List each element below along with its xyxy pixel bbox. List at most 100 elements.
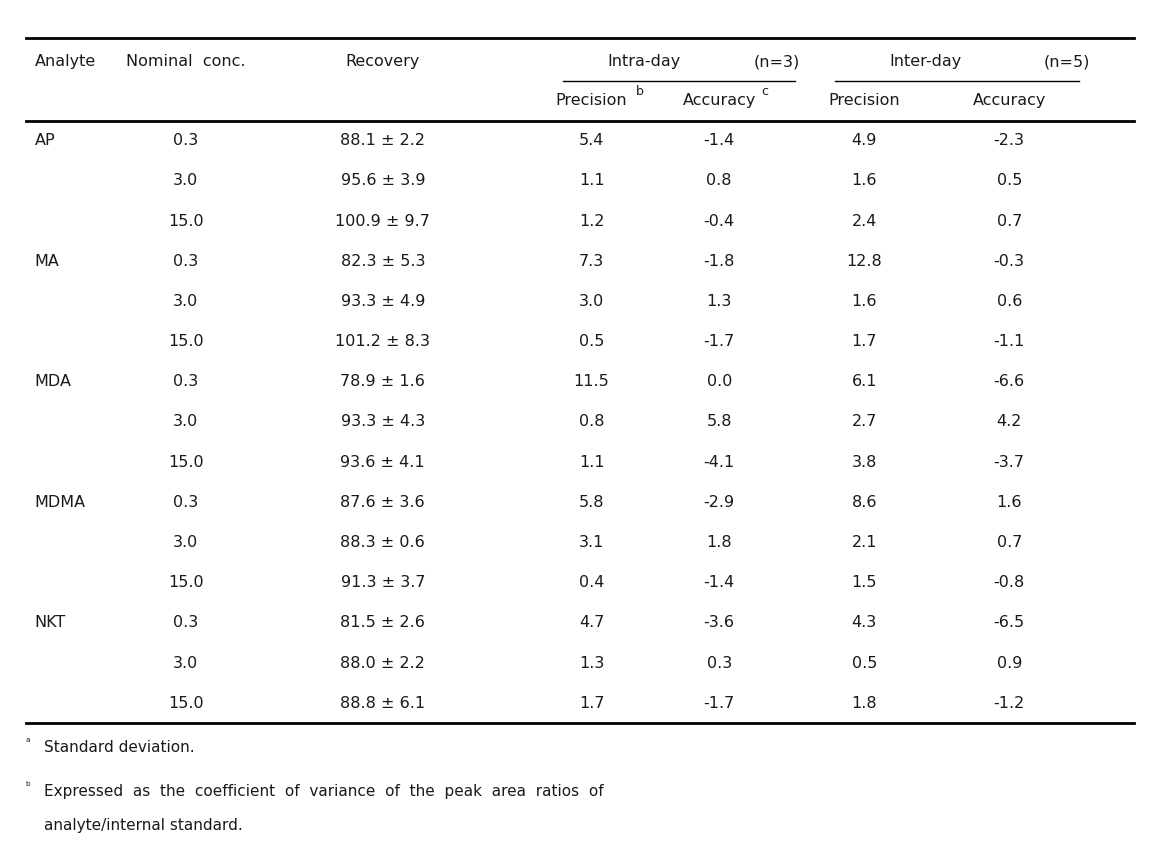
Text: -4.1: -4.1 xyxy=(704,454,734,469)
Text: 3.8: 3.8 xyxy=(851,454,877,469)
Text: -1.7: -1.7 xyxy=(704,695,734,711)
Text: 11.5: 11.5 xyxy=(574,374,609,390)
Text: -6.6: -6.6 xyxy=(994,374,1024,390)
Text: 1.6: 1.6 xyxy=(851,173,877,188)
Text: NKT: NKT xyxy=(35,616,66,631)
Text: 3.0: 3.0 xyxy=(173,655,198,671)
Text: 1.6: 1.6 xyxy=(996,495,1022,510)
Text: 15.0: 15.0 xyxy=(168,213,203,228)
Text: 87.6 ± 3.6: 87.6 ± 3.6 xyxy=(341,495,425,510)
Text: 0.5: 0.5 xyxy=(579,334,604,349)
Text: -1.1: -1.1 xyxy=(993,334,1025,349)
Text: b: b xyxy=(636,85,644,98)
Text: -0.8: -0.8 xyxy=(994,575,1024,590)
Text: 0.3: 0.3 xyxy=(173,254,198,269)
Text: 0.3: 0.3 xyxy=(706,655,732,671)
Text: 1.2: 1.2 xyxy=(579,213,604,228)
Text: 100.9 ± 9.7: 100.9 ± 9.7 xyxy=(335,213,430,228)
Text: 15.0: 15.0 xyxy=(168,454,203,469)
Text: 8.6: 8.6 xyxy=(851,495,877,510)
Text: 93.6 ± 4.1: 93.6 ± 4.1 xyxy=(341,454,425,469)
Text: 1.8: 1.8 xyxy=(706,535,732,550)
Text: 15.0: 15.0 xyxy=(168,334,203,349)
Text: 15.0: 15.0 xyxy=(168,695,203,711)
Text: c: c xyxy=(761,85,768,98)
Text: 91.3 ± 3.7: 91.3 ± 3.7 xyxy=(341,575,425,590)
Text: 0.8: 0.8 xyxy=(579,414,604,430)
Text: AP: AP xyxy=(35,133,56,149)
Text: 12.8: 12.8 xyxy=(847,254,882,269)
Text: 4.2: 4.2 xyxy=(996,414,1022,430)
Text: 1.3: 1.3 xyxy=(579,655,604,671)
Text: 93.3 ± 4.9: 93.3 ± 4.9 xyxy=(341,294,425,309)
Text: ᵃ: ᵃ xyxy=(26,735,30,749)
Text: 0.4: 0.4 xyxy=(579,575,604,590)
Text: MDMA: MDMA xyxy=(35,495,86,510)
Text: analyte/internal standard.: analyte/internal standard. xyxy=(44,818,242,833)
Text: Nominal  conc.: Nominal conc. xyxy=(125,54,246,70)
Text: 5.4: 5.4 xyxy=(579,133,604,149)
Text: -2.3: -2.3 xyxy=(994,133,1024,149)
Text: MA: MA xyxy=(35,254,59,269)
Text: -6.5: -6.5 xyxy=(994,616,1024,631)
Text: 2.4: 2.4 xyxy=(851,213,877,228)
Text: 2.7: 2.7 xyxy=(851,414,877,430)
Text: 1.1: 1.1 xyxy=(579,454,604,469)
Text: Inter-day: Inter-day xyxy=(889,54,962,70)
Text: -2.9: -2.9 xyxy=(704,495,734,510)
Text: MDA: MDA xyxy=(35,374,72,390)
Text: (n=3): (n=3) xyxy=(754,54,800,70)
Text: 1.5: 1.5 xyxy=(851,575,877,590)
Text: (n=5): (n=5) xyxy=(1044,54,1090,70)
Text: Standard deviation.: Standard deviation. xyxy=(44,739,195,755)
Text: Intra-day: Intra-day xyxy=(607,54,681,70)
Text: 1.1: 1.1 xyxy=(579,173,604,188)
Text: 81.5 ± 2.6: 81.5 ± 2.6 xyxy=(340,616,426,631)
Text: 88.1 ± 2.2: 88.1 ± 2.2 xyxy=(340,133,426,149)
Text: 3.0: 3.0 xyxy=(579,294,604,309)
Text: 88.0 ± 2.2: 88.0 ± 2.2 xyxy=(340,655,426,671)
Text: -1.4: -1.4 xyxy=(704,133,734,149)
Text: -1.4: -1.4 xyxy=(704,575,734,590)
Text: 5.8: 5.8 xyxy=(579,495,604,510)
Text: -1.2: -1.2 xyxy=(994,695,1024,711)
Text: Accuracy: Accuracy xyxy=(682,93,756,108)
Text: 6.1: 6.1 xyxy=(851,374,877,390)
Text: 1.7: 1.7 xyxy=(851,334,877,349)
Text: 0.7: 0.7 xyxy=(996,213,1022,228)
Text: ᵇ: ᵇ xyxy=(26,779,30,793)
Text: 0.0: 0.0 xyxy=(706,374,732,390)
Text: Precision: Precision xyxy=(556,93,628,108)
Text: 4.9: 4.9 xyxy=(851,133,877,149)
Text: 0.7: 0.7 xyxy=(996,535,1022,550)
Text: 4.3: 4.3 xyxy=(851,616,877,631)
Text: Precision: Precision xyxy=(828,93,900,108)
Text: 7.3: 7.3 xyxy=(579,254,604,269)
Text: 15.0: 15.0 xyxy=(168,575,203,590)
Text: Analyte: Analyte xyxy=(35,54,96,70)
Text: 1.8: 1.8 xyxy=(851,695,877,711)
Text: 0.5: 0.5 xyxy=(851,655,877,671)
Text: 0.3: 0.3 xyxy=(173,495,198,510)
Text: 3.0: 3.0 xyxy=(173,414,198,430)
Text: 2.1: 2.1 xyxy=(851,535,877,550)
Text: Accuracy: Accuracy xyxy=(972,93,1046,108)
Text: 0.3: 0.3 xyxy=(173,133,198,149)
Text: 3.1: 3.1 xyxy=(579,535,604,550)
Text: -3.7: -3.7 xyxy=(994,454,1024,469)
Text: -0.4: -0.4 xyxy=(704,213,734,228)
Text: 0.3: 0.3 xyxy=(173,374,198,390)
Text: Expressed  as  the  coefficient  of  variance  of  the  peak  area  ratios  of: Expressed as the coefficient of variance… xyxy=(44,784,603,799)
Text: 3.0: 3.0 xyxy=(173,173,198,188)
Text: 1.6: 1.6 xyxy=(851,294,877,309)
Text: 93.3 ± 4.3: 93.3 ± 4.3 xyxy=(341,414,425,430)
Text: 5.8: 5.8 xyxy=(706,414,732,430)
Text: 0.3: 0.3 xyxy=(173,616,198,631)
Text: -1.8: -1.8 xyxy=(703,254,735,269)
Text: 82.3 ± 5.3: 82.3 ± 5.3 xyxy=(341,254,425,269)
Text: -0.3: -0.3 xyxy=(994,254,1024,269)
Text: 0.9: 0.9 xyxy=(996,655,1022,671)
Text: 78.9 ± 1.6: 78.9 ± 1.6 xyxy=(340,374,426,390)
Text: 3.0: 3.0 xyxy=(173,294,198,309)
Text: 1.3: 1.3 xyxy=(706,294,732,309)
